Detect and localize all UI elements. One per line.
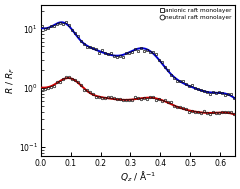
X-axis label: $Q_z$ / Å$^{-1}$: $Q_z$ / Å$^{-1}$ bbox=[120, 170, 156, 184]
Y-axis label: $R$ / $R_F$: $R$ / $R_F$ bbox=[5, 67, 17, 94]
Legend: anionic raft monolayer, neutral raft monolayer: anionic raft monolayer, neutral raft mon… bbox=[159, 8, 232, 21]
